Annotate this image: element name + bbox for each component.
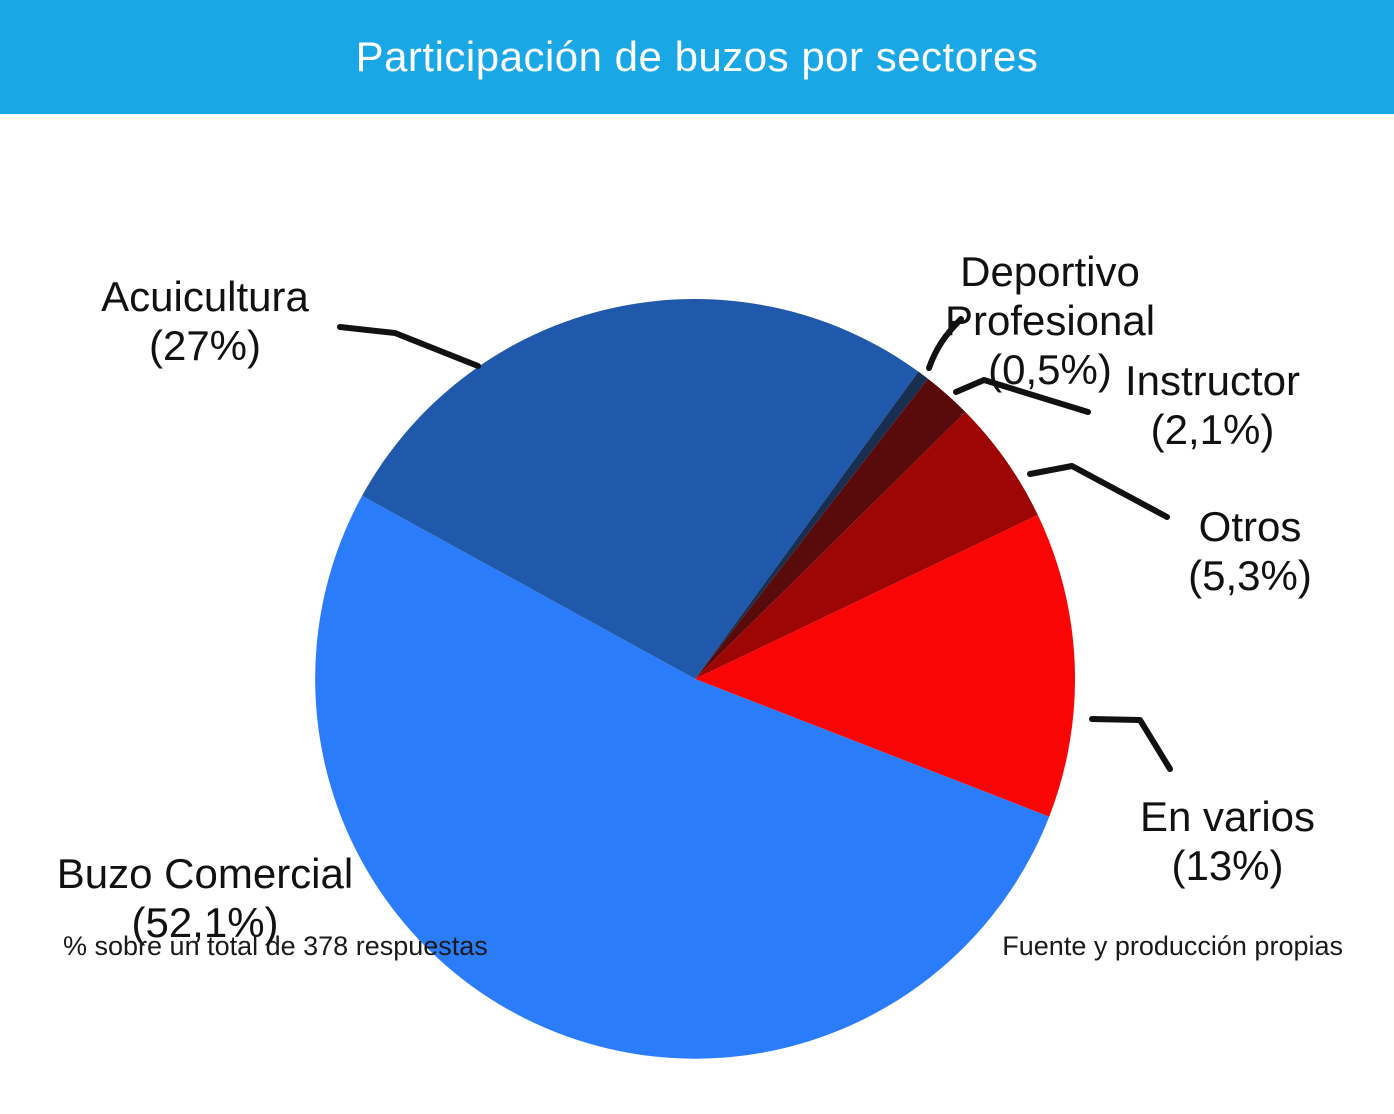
slice-label-acuicultura: Acuicultura (27%) xyxy=(40,272,370,370)
slice-label-name: Acuicultura xyxy=(101,273,309,320)
slice-label-en-varios: En varios (13%) xyxy=(1105,792,1350,890)
slice-label-otros: Otros (5,3%) xyxy=(1140,502,1360,600)
pie-chart: Acuicultura (27%) Deportivo Profesional … xyxy=(0,114,1394,1059)
slice-label-name: En varios xyxy=(1139,793,1316,840)
pie-slice-instructor xyxy=(695,378,966,679)
slice-label-percent: (13%) xyxy=(1171,842,1284,889)
slice-label-percent: (52,1%) xyxy=(131,899,279,946)
slice-label-name: Otros xyxy=(1198,503,1302,550)
slice-label-percent: (0,5%) xyxy=(988,346,1112,393)
slice-label-percent: (27%) xyxy=(148,322,262,369)
pie-svg xyxy=(315,298,1173,1059)
slice-label-buzo-comercial: Buzo Comercial (52,1%) xyxy=(35,849,375,947)
pie-slice-acuicultura xyxy=(362,298,919,679)
slice-label-deportivo-profesional: Deportivo Profesional (0,5%) xyxy=(850,247,1250,394)
pie-slice-otros xyxy=(695,412,1038,679)
chart-title: Participación de buzos por sectores xyxy=(355,33,1039,80)
slice-label-percent: (2,1%) xyxy=(1150,406,1275,453)
title-bar: Participación de buzos por sectores xyxy=(0,0,1394,114)
footnote-source: Fuente y producción propias xyxy=(1002,931,1343,961)
callout-line-otros xyxy=(1027,463,1170,520)
slice-label-name: Buzo Comercial xyxy=(56,850,354,897)
slice-label-name: Deportivo Profesional xyxy=(944,248,1156,344)
callout-line-deportivo-profesional xyxy=(926,316,964,371)
callout-line-en-varios xyxy=(1089,716,1173,772)
pie-slice-en-varios xyxy=(695,515,1076,817)
footnote-total-responses: % sobre un total de 378 respuestas xyxy=(63,931,488,961)
pie-slice-deportivo-profesional xyxy=(695,371,928,679)
callout-lines-group xyxy=(337,316,1173,772)
slice-label-name: Instructor xyxy=(1124,357,1301,404)
callout-line-acuicultura xyxy=(337,324,481,369)
callout-line-instructor xyxy=(953,377,1091,415)
slice-label-instructor: Instructor (2,1%) xyxy=(1090,356,1335,454)
slice-label-percent: (5,3%) xyxy=(1188,552,1312,599)
pie-slices-group xyxy=(315,298,1076,1059)
pie-slice-buzo-comercial xyxy=(315,495,1050,1059)
